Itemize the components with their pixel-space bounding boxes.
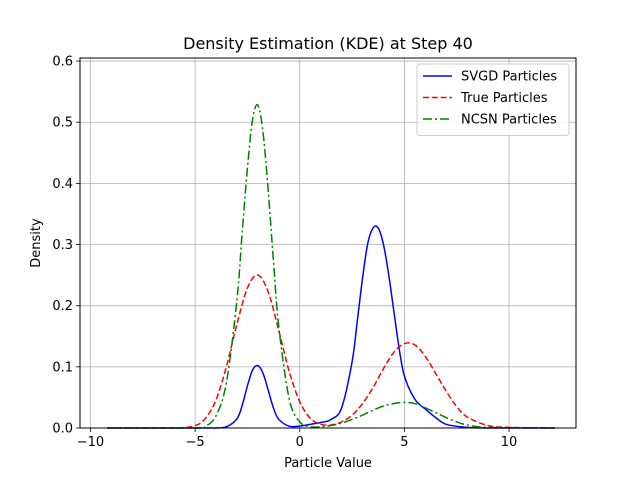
x-tick-label: 10: [501, 435, 518, 450]
legend-label-0: SVGD Particles: [461, 70, 557, 85]
y-tick-label: 0.4: [52, 177, 73, 192]
plot-frame: [79, 57, 577, 429]
series-line-2: [107, 103, 556, 429]
x-tick-label: 5: [400, 435, 408, 450]
x-tick-label: −5: [186, 435, 205, 450]
legend-box: [416, 63, 570, 136]
legend-label-2: NCSN Particles: [461, 113, 557, 128]
legend: SVGD Particles True Particles NCSN Particl…: [416, 63, 570, 136]
series-layer: [107, 103, 556, 429]
y-tick-label: 0.6: [52, 55, 73, 70]
series-line-1: [107, 274, 556, 429]
chart-title: Density Estimation (KDE) at Step 40: [183, 34, 473, 53]
x-axis-label: Particle Value: [284, 456, 372, 471]
y-tick-label: 0.0: [52, 422, 73, 437]
legend-label-1: True Particles: [460, 91, 548, 106]
y-tick-label: 0.5: [52, 116, 73, 131]
y-axis-label: Density: [29, 218, 44, 268]
y-tick-label: 0.2: [52, 299, 73, 314]
y-tick-label: 0.3: [52, 238, 73, 253]
x-tick-label: −10: [77, 435, 104, 450]
x-tick-label: 0: [296, 435, 304, 450]
y-tick-label: 0.1: [52, 360, 73, 375]
ticks-layer: −10 −5 0 5 10 0.0 0.1 0.2 0.3 0.4 0.5 0.6: [52, 55, 517, 450]
series-line-0: [107, 225, 556, 429]
